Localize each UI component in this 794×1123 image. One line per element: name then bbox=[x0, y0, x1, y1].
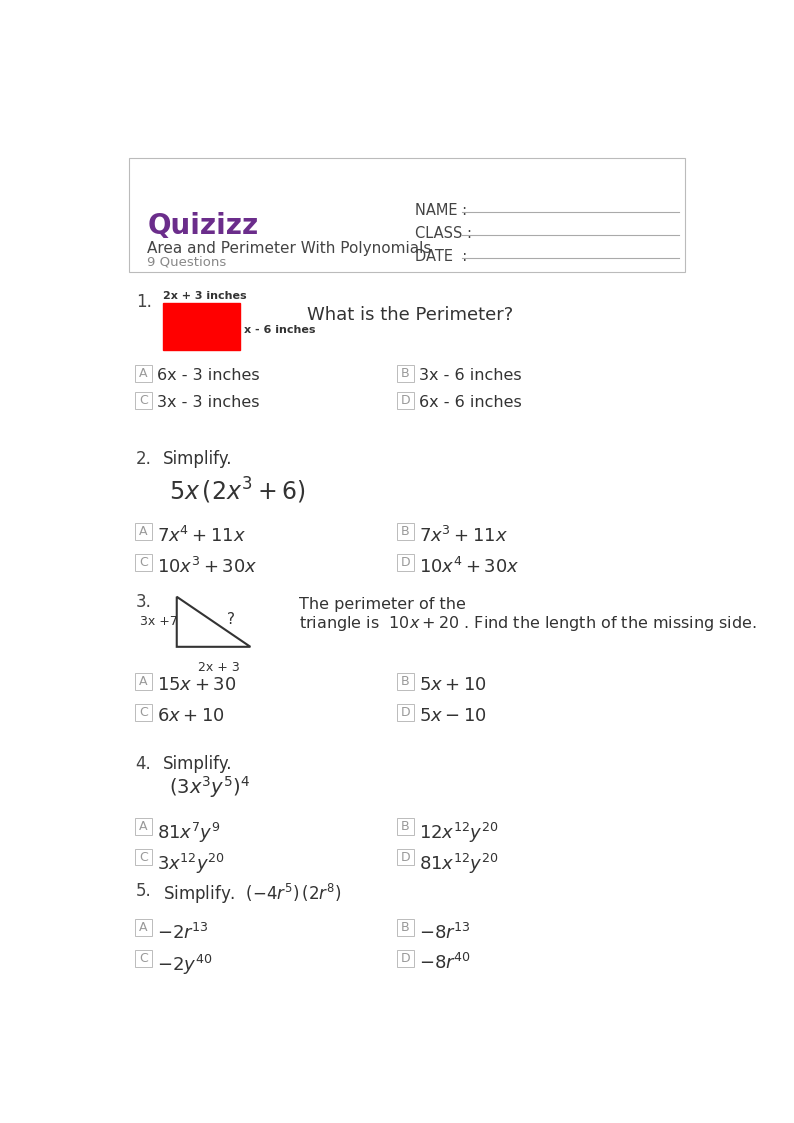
FancyBboxPatch shape bbox=[397, 673, 414, 690]
Text: C: C bbox=[139, 394, 148, 407]
Text: A: A bbox=[139, 820, 148, 833]
Text: NAME :: NAME : bbox=[415, 202, 468, 218]
Bar bbox=[163, 302, 241, 350]
FancyBboxPatch shape bbox=[397, 849, 414, 866]
Text: $81x^{12}y^{20}$: $81x^{12}y^{20}$ bbox=[419, 851, 499, 876]
Text: $3x^{12}y^{20}$: $3x^{12}y^{20}$ bbox=[157, 851, 225, 876]
Text: $15x + 30$: $15x + 30$ bbox=[157, 676, 237, 694]
Text: C: C bbox=[139, 952, 148, 965]
Text: 2x + 3: 2x + 3 bbox=[198, 660, 240, 674]
Text: $5x - 10$: $5x - 10$ bbox=[419, 706, 487, 724]
Text: triangle is  $10x + 20$ . Find the length of the missing side.: triangle is $10x + 20$ . Find the length… bbox=[299, 613, 757, 632]
Text: $12x^{12}y^{20}$: $12x^{12}y^{20}$ bbox=[419, 821, 499, 844]
FancyBboxPatch shape bbox=[397, 523, 414, 540]
Text: D: D bbox=[400, 556, 410, 568]
Text: Area and Perimeter With Polynomials: Area and Perimeter With Polynomials bbox=[148, 241, 432, 256]
Text: $7x^3 + 11x$: $7x^3 + 11x$ bbox=[419, 526, 509, 546]
Text: CLASS :: CLASS : bbox=[415, 226, 472, 240]
Text: Simplify.  $(-4r^5)\,(2r^8)$: Simplify. $(-4r^5)\,(2r^8)$ bbox=[163, 882, 341, 906]
Text: $5x\,(2x^3 + 6)$: $5x\,(2x^3 + 6)$ bbox=[169, 476, 306, 506]
Text: Simplify.: Simplify. bbox=[163, 755, 233, 773]
Text: 6x - 6 inches: 6x - 6 inches bbox=[419, 395, 522, 410]
Text: D: D bbox=[400, 850, 410, 864]
Text: DATE  :: DATE : bbox=[415, 248, 468, 264]
Text: 6x - 3 inches: 6x - 3 inches bbox=[157, 368, 260, 383]
Text: B: B bbox=[401, 921, 410, 934]
Text: 3.: 3. bbox=[136, 593, 152, 611]
FancyBboxPatch shape bbox=[135, 365, 152, 382]
Text: 4.: 4. bbox=[136, 755, 152, 773]
Text: A: A bbox=[139, 524, 148, 538]
Text: $-8r^{13}$: $-8r^{13}$ bbox=[419, 922, 471, 942]
Text: B: B bbox=[401, 367, 410, 380]
FancyBboxPatch shape bbox=[135, 818, 152, 834]
Text: C: C bbox=[139, 705, 148, 719]
FancyBboxPatch shape bbox=[135, 950, 152, 967]
Text: $(3x^3y^5)^4$: $(3x^3y^5)^4$ bbox=[169, 774, 250, 800]
Text: ?: ? bbox=[227, 612, 235, 627]
Text: The perimeter of the: The perimeter of the bbox=[299, 596, 466, 612]
FancyBboxPatch shape bbox=[397, 950, 414, 967]
Text: $10x^4 + 30x$: $10x^4 + 30x$ bbox=[419, 557, 520, 577]
FancyBboxPatch shape bbox=[135, 673, 152, 690]
Text: D: D bbox=[400, 705, 410, 719]
Text: B: B bbox=[401, 524, 410, 538]
Text: $-2y^{40}$: $-2y^{40}$ bbox=[157, 953, 213, 977]
FancyBboxPatch shape bbox=[129, 158, 685, 272]
Text: 3x +7: 3x +7 bbox=[140, 615, 177, 628]
Text: 1.: 1. bbox=[136, 293, 152, 311]
FancyBboxPatch shape bbox=[397, 818, 414, 834]
Text: C: C bbox=[139, 556, 148, 568]
Text: Simplify.: Simplify. bbox=[163, 450, 233, 468]
Text: D: D bbox=[400, 394, 410, 407]
FancyBboxPatch shape bbox=[397, 704, 414, 721]
FancyBboxPatch shape bbox=[397, 365, 414, 382]
Text: A: A bbox=[139, 675, 148, 688]
FancyBboxPatch shape bbox=[135, 392, 152, 409]
Text: 5.: 5. bbox=[136, 882, 152, 900]
FancyBboxPatch shape bbox=[135, 704, 152, 721]
Text: x - 6 inches: x - 6 inches bbox=[245, 326, 316, 336]
Text: $6x + 10$: $6x + 10$ bbox=[157, 706, 225, 724]
Text: $5x + 10$: $5x + 10$ bbox=[419, 676, 487, 694]
Text: 2x + 3 inches: 2x + 3 inches bbox=[163, 291, 246, 301]
Text: D: D bbox=[400, 952, 410, 965]
Text: $-8r^{40}$: $-8r^{40}$ bbox=[419, 953, 472, 974]
Text: A: A bbox=[139, 921, 148, 934]
Text: $-2r^{13}$: $-2r^{13}$ bbox=[157, 922, 210, 942]
FancyBboxPatch shape bbox=[397, 920, 414, 937]
Text: 2.: 2. bbox=[136, 450, 152, 468]
FancyBboxPatch shape bbox=[397, 554, 414, 570]
FancyBboxPatch shape bbox=[397, 392, 414, 409]
Text: What is the Perimeter?: What is the Perimeter? bbox=[307, 305, 513, 323]
FancyBboxPatch shape bbox=[135, 554, 152, 570]
FancyBboxPatch shape bbox=[135, 849, 152, 866]
Text: $81x^7y^9$: $81x^7y^9$ bbox=[157, 821, 221, 844]
FancyBboxPatch shape bbox=[135, 920, 152, 937]
Text: B: B bbox=[401, 675, 410, 688]
Text: 9 Questions: 9 Questions bbox=[148, 256, 226, 268]
FancyBboxPatch shape bbox=[135, 523, 152, 540]
Text: $10x^3 + 30x$: $10x^3 + 30x$ bbox=[157, 557, 258, 577]
Text: C: C bbox=[139, 850, 148, 864]
Text: Quizizz: Quizizz bbox=[148, 212, 259, 239]
Text: 3x - 6 inches: 3x - 6 inches bbox=[419, 368, 522, 383]
Text: B: B bbox=[401, 820, 410, 833]
Text: 3x - 3 inches: 3x - 3 inches bbox=[157, 395, 260, 410]
Text: $7x^4 + 11x$: $7x^4 + 11x$ bbox=[157, 526, 247, 546]
Text: A: A bbox=[139, 367, 148, 380]
